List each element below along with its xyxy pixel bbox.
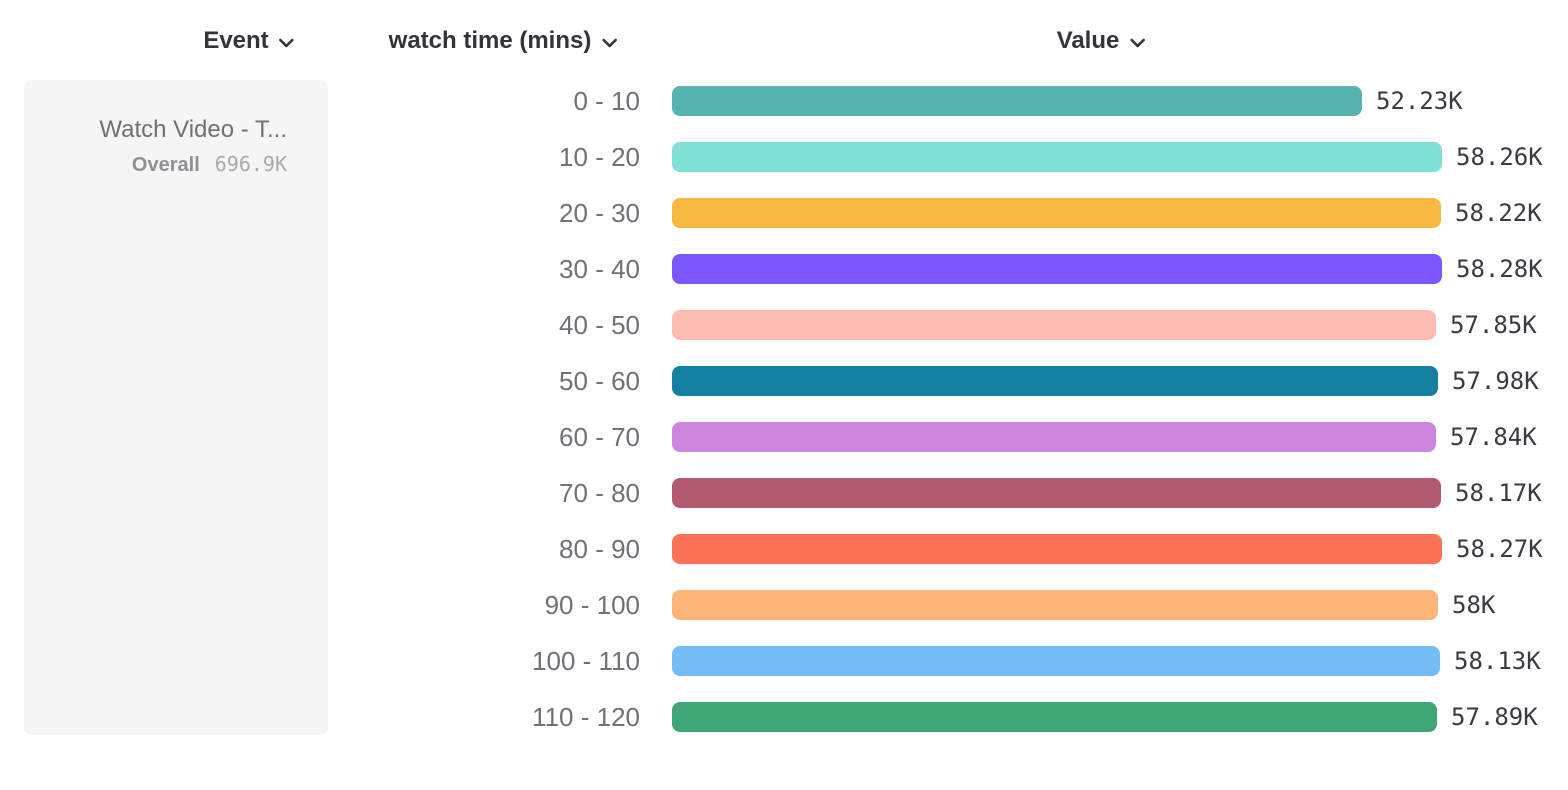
value-bar[interactable] <box>672 310 1436 340</box>
bucket-label: 80 - 90 <box>559 533 640 564</box>
value-bar[interactable] <box>672 702 1437 732</box>
value-label: 52.23K <box>1376 87 1463 115</box>
chart-row: 80 - 90 58.27K <box>0 521 1568 577</box>
bucket-label: 110 - 120 <box>532 701 640 732</box>
value-bar[interactable] <box>672 198 1441 228</box>
chart-row: 100 - 110 58.13K <box>0 633 1568 689</box>
bucket-label: 20 - 30 <box>559 197 640 228</box>
bucket-label: 60 - 70 <box>559 421 640 452</box>
value-bar[interactable] <box>672 590 1438 620</box>
chart-row: 50 - 60 57.98K <box>0 353 1568 409</box>
chart-row: 70 - 80 58.17K <box>0 465 1568 521</box>
bucket-label: 40 - 50 <box>559 309 640 340</box>
value-label: 58.28K <box>1456 255 1543 283</box>
bucket-label: 30 - 40 <box>559 253 640 284</box>
value-label: 58.22K <box>1455 199 1542 227</box>
chart-row: 30 - 40 58.28K <box>0 241 1568 297</box>
breakdown-column-header[interactable]: watch time (mins) <box>389 27 618 55</box>
value-column-header[interactable]: Value <box>1057 27 1146 55</box>
event-header-label: Event <box>203 27 269 54</box>
value-label: 58.13K <box>1454 647 1541 675</box>
chart-row: 10 - 20 58.26K <box>0 129 1568 185</box>
chart-row: 110 - 120 57.89K <box>0 689 1568 745</box>
chart-row: 0 - 10 52.23K <box>0 73 1568 129</box>
event-column-header[interactable]: Event <box>203 27 294 55</box>
value-label: 57.89K <box>1451 703 1538 731</box>
overall-label: Overall <box>131 154 200 176</box>
value-label: 57.84K <box>1450 423 1537 451</box>
chart-row: 90 - 100 58K <box>0 577 1568 633</box>
value-label: 58.17K <box>1455 479 1542 507</box>
value-label: 58.26K <box>1456 143 1543 171</box>
bucket-label: 0 - 10 <box>573 85 641 116</box>
value-bar[interactable] <box>672 254 1442 284</box>
bucket-label: 100 - 110 <box>532 645 640 676</box>
chevron-down-icon <box>601 35 617 48</box>
value-label: 58.27K <box>1456 535 1543 563</box>
chart-row: 20 - 30 58.22K <box>0 185 1568 241</box>
chevron-down-icon <box>1129 35 1145 48</box>
value-header-label: Value <box>1056 27 1120 54</box>
bucket-label: 90 - 100 <box>544 589 640 620</box>
value-label: 57.98K <box>1452 367 1539 395</box>
value-bar[interactable] <box>672 422 1436 452</box>
chart-row: 40 - 50 57.85K <box>0 297 1568 353</box>
event-legend-card[interactable]: Watch Video - T... Overall 696.9K <box>24 80 328 735</box>
value-bar[interactable] <box>672 534 1442 564</box>
value-label: 57.85K <box>1450 311 1537 339</box>
chevron-down-icon <box>279 35 295 48</box>
value-bar[interactable] <box>672 478 1441 508</box>
overall-row: Overall 696.9K <box>44 152 287 177</box>
bar-chart-rows: 0 - 10 52.23K 10 - 20 58.26K 20 - 30 58.22K 30… <box>0 73 1568 745</box>
value-label: 58K <box>1452 591 1496 619</box>
event-name[interactable]: Watch Video - T... <box>99 116 287 143</box>
breakdown-header-label: watch time (mins) <box>388 27 592 54</box>
chart-row: 60 - 70 57.84K <box>0 409 1568 465</box>
bucket-label: 10 - 20 <box>559 141 640 172</box>
bucket-label: 50 - 60 <box>559 365 640 396</box>
overall-value: 696.9K <box>214 152 287 176</box>
value-bar[interactable] <box>672 142 1442 172</box>
value-bar[interactable] <box>672 86 1362 116</box>
value-bar[interactable] <box>672 366 1438 396</box>
bucket-label: 70 - 80 <box>559 477 640 508</box>
value-bar[interactable] <box>672 646 1440 676</box>
